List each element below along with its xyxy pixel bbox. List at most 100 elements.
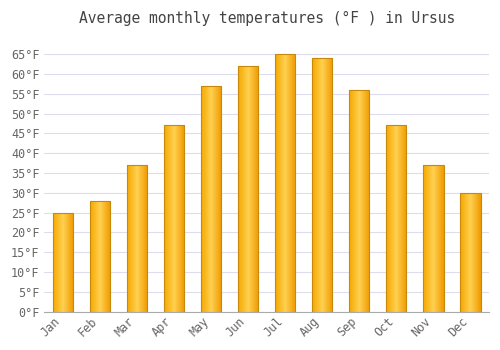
Bar: [144, 165, 145, 312]
Bar: [276, 54, 277, 312]
Bar: [142, 165, 143, 312]
Bar: [399, 125, 400, 312]
Bar: [181, 125, 182, 312]
Bar: [439, 165, 440, 312]
Bar: [479, 193, 480, 312]
Bar: [218, 86, 219, 312]
Bar: [328, 58, 330, 312]
Bar: [331, 58, 332, 312]
Bar: [129, 165, 130, 312]
Bar: [101, 201, 102, 312]
Bar: [313, 58, 314, 312]
Bar: [204, 86, 205, 312]
Bar: [292, 54, 293, 312]
Bar: [207, 86, 208, 312]
Bar: [105, 201, 106, 312]
Bar: [357, 90, 358, 312]
Bar: [291, 54, 292, 312]
Bar: [244, 66, 245, 312]
Bar: [426, 165, 427, 312]
Bar: [466, 193, 467, 312]
Bar: [100, 201, 101, 312]
Bar: [168, 125, 169, 312]
Bar: [275, 54, 295, 312]
Bar: [70, 213, 71, 312]
Bar: [221, 86, 222, 312]
Bar: [288, 54, 289, 312]
Bar: [475, 193, 476, 312]
Bar: [164, 125, 165, 312]
Bar: [316, 58, 317, 312]
Bar: [388, 125, 389, 312]
Bar: [130, 165, 131, 312]
Bar: [352, 90, 353, 312]
Bar: [256, 66, 258, 312]
Bar: [474, 193, 476, 312]
Bar: [173, 125, 174, 312]
Bar: [216, 86, 217, 312]
Bar: [216, 86, 218, 312]
Bar: [214, 86, 215, 312]
Bar: [202, 86, 203, 312]
Bar: [96, 201, 97, 312]
Bar: [360, 90, 362, 312]
Bar: [324, 58, 325, 312]
Bar: [400, 125, 402, 312]
Bar: [286, 54, 287, 312]
Bar: [364, 90, 365, 312]
Bar: [388, 125, 389, 312]
Bar: [201, 86, 202, 312]
Bar: [477, 193, 478, 312]
Bar: [72, 213, 73, 312]
Bar: [174, 125, 176, 312]
Bar: [217, 86, 218, 312]
Bar: [315, 58, 316, 312]
Bar: [282, 54, 283, 312]
Bar: [279, 54, 280, 312]
Bar: [182, 125, 183, 312]
Bar: [436, 165, 437, 312]
Bar: [206, 86, 207, 312]
Bar: [434, 165, 435, 312]
Bar: [432, 165, 433, 312]
Bar: [243, 66, 244, 312]
Bar: [238, 66, 239, 312]
Bar: [460, 193, 480, 312]
Bar: [102, 201, 103, 312]
Bar: [286, 54, 287, 312]
Bar: [430, 165, 431, 312]
Bar: [212, 86, 213, 312]
Bar: [395, 125, 396, 312]
Bar: [219, 86, 220, 312]
Bar: [355, 90, 356, 312]
Bar: [90, 201, 92, 312]
Bar: [213, 86, 214, 312]
Bar: [349, 90, 350, 312]
Bar: [317, 58, 318, 312]
Bar: [61, 213, 62, 312]
Bar: [319, 58, 320, 312]
Bar: [252, 66, 253, 312]
Bar: [219, 86, 220, 312]
Bar: [290, 54, 291, 312]
Bar: [386, 125, 387, 312]
Bar: [330, 58, 331, 312]
Bar: [363, 90, 364, 312]
Bar: [350, 90, 351, 312]
Bar: [68, 213, 69, 312]
Bar: [67, 213, 68, 312]
Bar: [176, 125, 177, 312]
Bar: [215, 86, 216, 312]
Bar: [70, 213, 72, 312]
Bar: [167, 125, 168, 312]
Bar: [390, 125, 391, 312]
Bar: [442, 165, 443, 312]
Bar: [254, 66, 255, 312]
Bar: [278, 54, 279, 312]
Bar: [386, 125, 406, 312]
Bar: [147, 165, 148, 312]
Bar: [171, 125, 172, 312]
Bar: [239, 66, 240, 312]
Bar: [401, 125, 402, 312]
Bar: [465, 193, 466, 312]
